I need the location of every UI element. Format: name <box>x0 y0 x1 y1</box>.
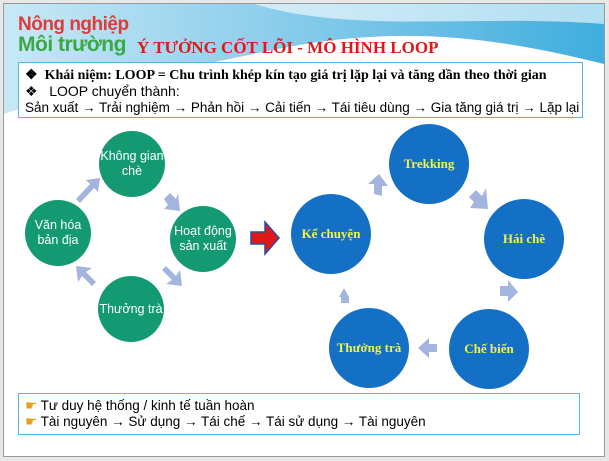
slide-title: Ý TƯỞNG CỐT LÕI - MÔ HÌNH LOOP <box>137 38 439 57</box>
left-node-van-hoa-ban-dia: Văn hóa bản địa <box>25 200 91 266</box>
summary-box: ☛ Tư duy hệ thống / kinh tế tuần hoàn ☛ … <box>18 393 580 435</box>
cycle-arrows <box>76 174 518 358</box>
summary-line2: Tài nguyên → Sử dụng → Tái chế → Tái sử … <box>40 414 426 429</box>
pointing-hand-icon: ☛ <box>25 414 41 429</box>
arrow-icon <box>162 266 182 286</box>
transition-arrow-icon <box>250 220 280 256</box>
right-node-hai-che: Hái chè <box>484 199 564 279</box>
right-node-ke-chuyen: Kể chuyện <box>291 194 371 274</box>
right-node-trekking: Trekking <box>389 124 469 204</box>
arrow-icon <box>469 188 488 209</box>
arrow-icon <box>164 193 180 211</box>
slide: Nông nghiệp Môi trường Ý TƯỞNG CỐT LÕI -… <box>3 3 605 457</box>
arrow-icon <box>368 174 388 196</box>
concept-definition: Khái niệm: LOOP = Chu trình khép kín tạo… <box>44 68 547 83</box>
pointing-hand-icon: ☛ <box>25 398 41 413</box>
arrow-icon <box>339 288 349 303</box>
arrow-icon <box>76 266 96 286</box>
header-wave-background <box>4 4 604 114</box>
right-node-thuong-tra: Thưởng trà <box>329 308 409 388</box>
logo-line1: Nông nghiệp <box>18 14 129 35</box>
logo-line2: Môi trường <box>18 33 126 56</box>
summary-line1: Tư duy hệ thống / kinh tế tuần hoàn <box>40 398 255 413</box>
diamond-bullet-icon: ❖ <box>25 83 50 99</box>
arrow-icon <box>76 178 100 203</box>
concept-box: ❖ Khái niệm: LOOP = Chu trình khép kín t… <box>18 62 583 118</box>
left-node-hoat-dong-san-xuat: Hoạt động sản xuất <box>170 206 236 272</box>
loop-flow: Sản xuất → Trải nghiệm → Phản hồi → Cải … <box>25 100 580 115</box>
left-node-khong-gian-che: Không gian chè <box>99 131 165 197</box>
arrow-icon <box>500 280 518 302</box>
diamond-bullet-icon: ❖ <box>25 68 45 83</box>
right-node-che-bien: Chế biến <box>449 309 529 389</box>
arrow-icon <box>418 338 437 358</box>
left-node-thuong-tra: Thưởng trà <box>98 276 164 342</box>
loop-transform-label: LOOP chuyển thành: <box>49 83 180 99</box>
